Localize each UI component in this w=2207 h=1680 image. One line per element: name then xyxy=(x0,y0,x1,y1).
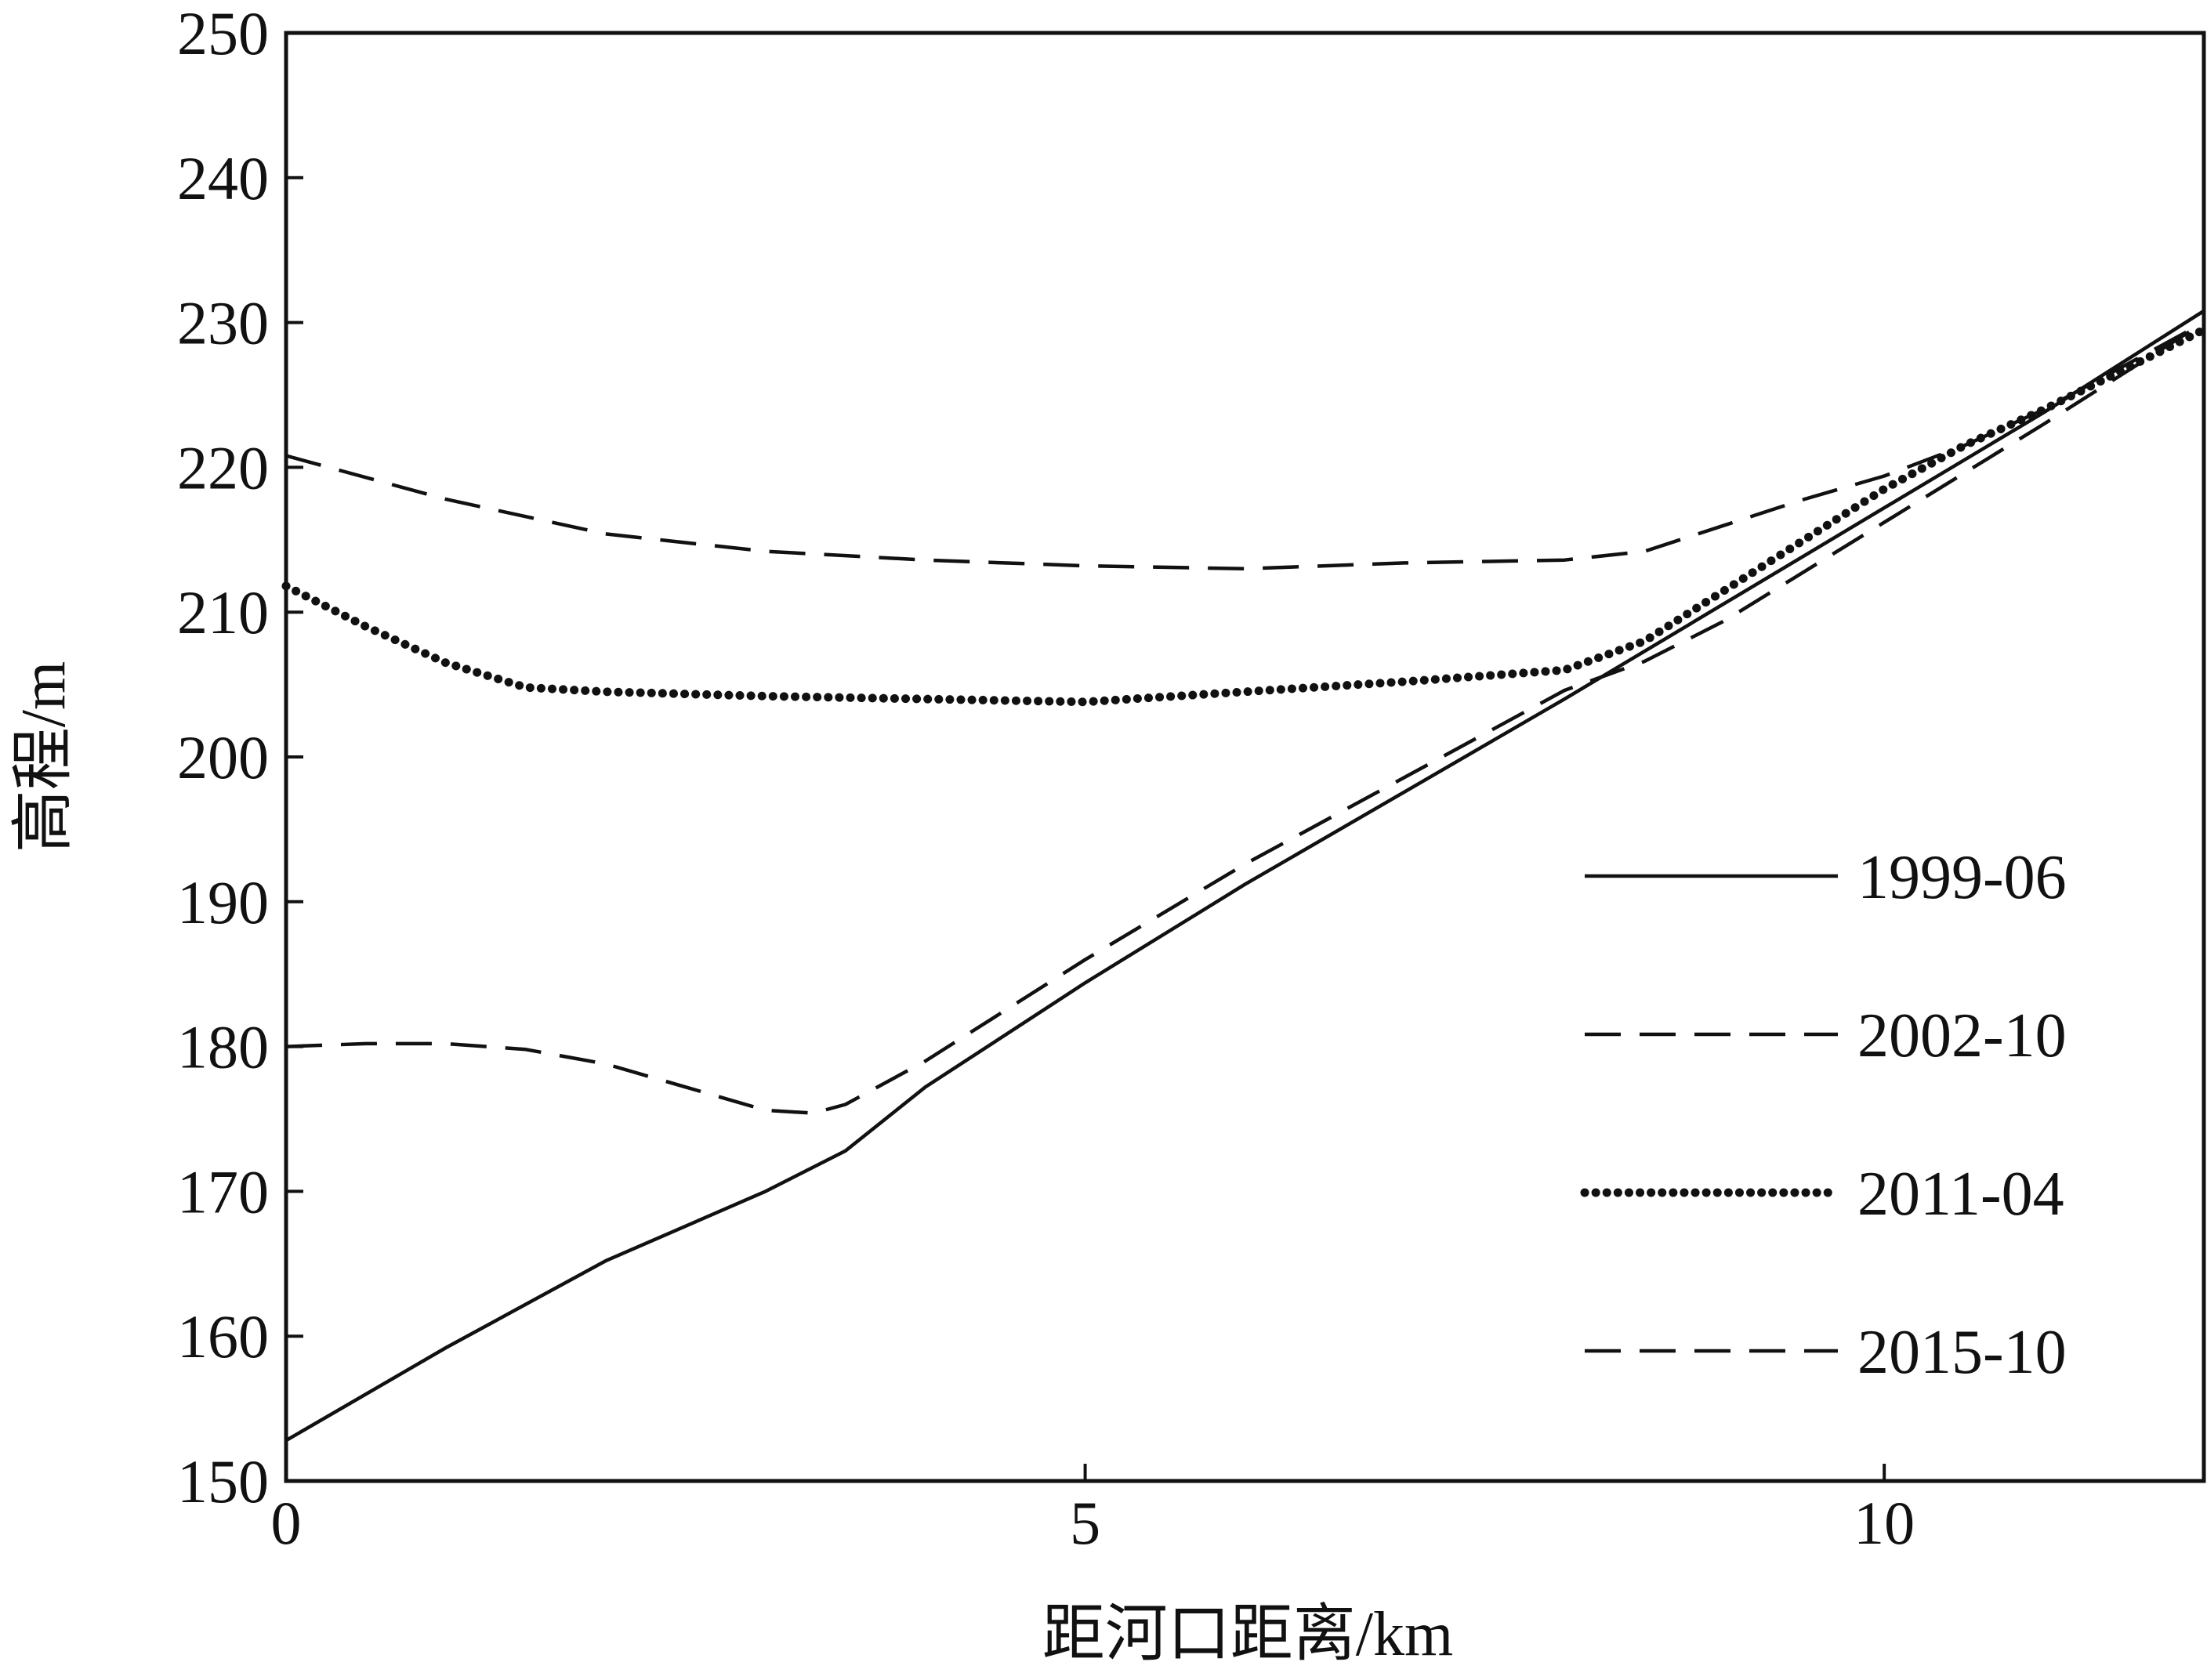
y-tick-label-3: 180 xyxy=(177,1013,269,1081)
y-tick-label-7: 220 xyxy=(177,433,269,501)
series-line-2002-10 xyxy=(285,320,2205,1115)
x-tick-label-2: 10 xyxy=(1854,1489,1915,1557)
plot-area-frame xyxy=(284,31,2206,1483)
y-axis-ticks: 150 160 170 180 190 200 210 220 230 240 250 xyxy=(177,0,303,1515)
legend-label-2015-10: 2015-10 xyxy=(1857,1318,2067,1387)
y-tick-label-5: 200 xyxy=(177,723,269,791)
legend-label-2011-04: 2011-04 xyxy=(1857,1160,2064,1229)
legend-label-2002-10: 2002-10 xyxy=(1857,1001,2067,1070)
x-axis-ticks: 0 5 10 xyxy=(271,1464,1915,1557)
y-tick-label-4: 190 xyxy=(177,868,269,936)
series-lines xyxy=(281,309,2207,1443)
x-tick-label-0: 0 xyxy=(271,1489,302,1557)
y-tick-label-9: 240 xyxy=(177,144,269,212)
x-axis-title: 距河口距离/km xyxy=(1042,1600,1453,1669)
y-tick-label-8: 230 xyxy=(177,289,269,357)
series-line-2015-10 xyxy=(285,320,2205,571)
series-line-1999-06 xyxy=(284,309,2205,1443)
y-tick-label-6: 210 xyxy=(177,578,269,646)
legend-label-1999-06: 1999-06 xyxy=(1857,843,2067,912)
series-line-2011-04 xyxy=(281,325,2207,707)
y-tick-label-1: 160 xyxy=(177,1302,269,1370)
y-tick-label-0: 150 xyxy=(177,1447,269,1515)
y-tick-label-2: 170 xyxy=(177,1157,269,1226)
x-tick-label-1: 5 xyxy=(1070,1489,1100,1557)
y-axis-title: 高程/m xyxy=(9,661,78,853)
y-tick-label-10: 250 xyxy=(177,0,269,67)
legend: 1999-06 2002-10 2011-04 2015-10 xyxy=(1580,843,2067,1387)
